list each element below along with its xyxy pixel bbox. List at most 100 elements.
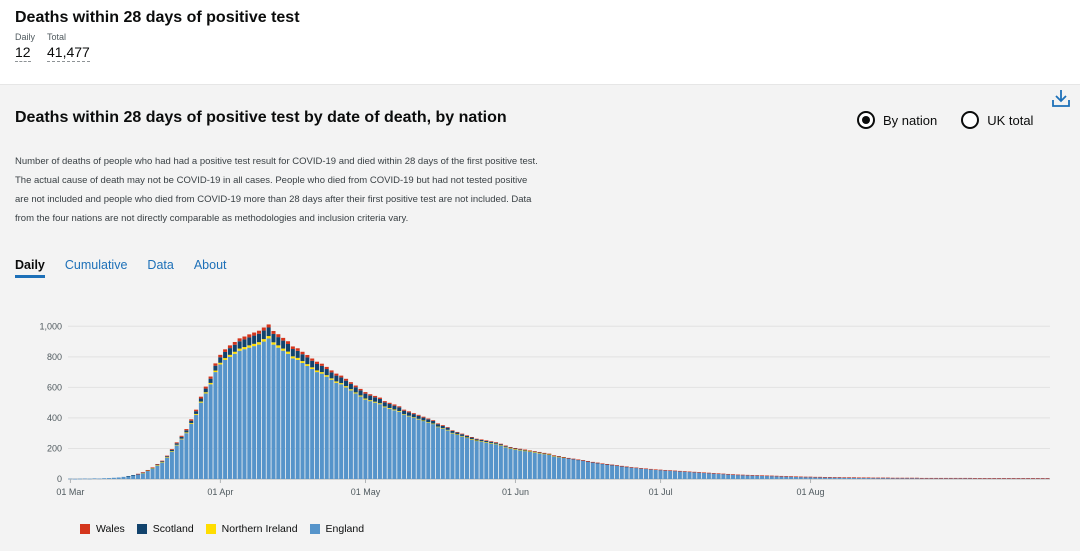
bar-england[interactable] (116, 477, 121, 479)
bar-scotland[interactable] (440, 425, 445, 429)
bar-wales[interactable] (213, 363, 218, 366)
bar-wales[interactable] (416, 414, 421, 416)
bar-northern-ireland[interactable] (145, 470, 150, 472)
bar-wales[interactable] (798, 476, 803, 478)
bar-northern-ireland[interactable] (527, 451, 532, 452)
bar-northern-ireland[interactable] (421, 420, 426, 422)
bar-scotland[interactable] (271, 333, 276, 343)
bar-scotland[interactable] (126, 476, 131, 477)
bar-england[interactable] (189, 424, 194, 479)
bar-wales[interactable] (281, 337, 286, 341)
bar-england[interactable] (556, 456, 561, 479)
bar-wales[interactable] (774, 475, 779, 477)
bar-wales[interactable] (687, 471, 692, 473)
bar-scotland[interactable] (237, 341, 242, 349)
bar-wales[interactable] (958, 477, 963, 479)
bar-wales[interactable] (900, 477, 905, 479)
bar-wales[interactable] (169, 449, 174, 450)
bar-wales[interactable] (914, 477, 919, 479)
legend-item-wales[interactable]: Wales (80, 523, 125, 535)
bar-wales[interactable] (595, 462, 600, 464)
bar-wales[interactable] (363, 392, 368, 394)
bar-england[interactable] (155, 465, 160, 479)
bar-scotland[interactable] (179, 436, 184, 439)
bar-scotland[interactable] (266, 327, 271, 337)
radio-unchecked-icon[interactable] (961, 111, 980, 129)
bar-northern-ireland[interactable] (464, 437, 470, 439)
bar-england[interactable] (218, 364, 223, 479)
bar-england[interactable] (281, 350, 286, 479)
tab-about[interactable]: About (193, 258, 227, 272)
bar-wales[interactable] (605, 464, 610, 465)
bar-england[interactable] (779, 476, 784, 479)
bar-northern-ireland[interactable] (271, 342, 276, 345)
bar-northern-ireland[interactable] (508, 448, 513, 449)
bar-northern-ireland[interactable] (411, 417, 416, 418)
bar-england[interactable] (905, 477, 910, 479)
bar-wales[interactable] (663, 469, 668, 471)
bar-england[interactable] (150, 468, 155, 479)
bar-wales[interactable] (247, 334, 252, 338)
bar-northern-ireland[interactable] (373, 401, 378, 403)
bar-scotland[interactable] (194, 411, 199, 414)
bar-scotland[interactable] (213, 365, 218, 371)
bar-england[interactable] (798, 476, 803, 479)
bar-wales[interactable] (789, 476, 794, 477)
bar-northern-ireland[interactable] (208, 382, 213, 385)
bar-wales[interactable] (827, 477, 832, 478)
bar-northern-ireland[interactable] (435, 426, 440, 428)
bar-england[interactable] (803, 476, 808, 479)
bar-england[interactable] (111, 477, 116, 479)
bar-england[interactable] (571, 459, 576, 479)
bar-england[interactable] (402, 414, 407, 479)
bar-scotland[interactable] (387, 404, 392, 408)
bar-england[interactable] (885, 477, 890, 479)
bar-england[interactable] (682, 471, 687, 479)
bar-wales[interactable] (832, 477, 837, 478)
bar-england[interactable] (697, 472, 702, 479)
bar-england[interactable] (455, 434, 460, 479)
bar-northern-ireland[interactable] (426, 422, 431, 423)
bar-scotland[interactable] (493, 442, 499, 444)
bar-wales[interactable] (537, 451, 542, 453)
bar-wales[interactable] (527, 450, 532, 452)
bar-wales[interactable] (672, 470, 678, 472)
bar-england[interactable] (121, 476, 126, 479)
bar-wales[interactable] (484, 440, 489, 441)
bar-scotland[interactable] (508, 447, 513, 449)
bar-england[interactable] (561, 457, 566, 479)
bar-england[interactable] (856, 477, 861, 479)
bar-northern-ireland[interactable] (150, 468, 155, 469)
bar-wales[interactable] (392, 404, 397, 406)
bar-northern-ireland[interactable] (450, 432, 455, 434)
bar-northern-ireland[interactable] (406, 415, 411, 417)
bar-wales[interactable] (518, 448, 523, 450)
bar-scotland[interactable] (252, 335, 257, 344)
bar-scotland[interactable] (382, 402, 387, 407)
bar-northern-ireland[interactable] (493, 443, 499, 445)
bar-wales[interactable] (348, 382, 353, 384)
bar-england[interactable] (373, 402, 378, 479)
bar-northern-ireland[interactable] (184, 432, 189, 434)
bar-wales[interactable] (556, 456, 561, 457)
bar-england[interactable] (315, 372, 320, 479)
bar-wales[interactable] (305, 354, 310, 358)
bar-northern-ireland[interactable] (503, 446, 508, 448)
bar-scotland[interactable] (256, 333, 261, 343)
bar-england[interactable] (227, 356, 232, 479)
bar-england[interactable] (73, 478, 78, 480)
bar-england[interactable] (755, 475, 760, 479)
bar-northern-ireland[interactable] (474, 440, 479, 442)
bar-wales[interactable] (1016, 478, 1021, 479)
daily-value[interactable]: 12 (15, 44, 31, 62)
bar-england[interactable] (842, 477, 847, 479)
bar-northern-ireland[interactable] (174, 444, 179, 446)
bar-england[interactable] (102, 478, 107, 479)
bar-scotland[interactable] (411, 414, 416, 418)
bar-wales[interactable] (721, 473, 726, 475)
bar-england[interactable] (87, 478, 92, 480)
bar-england[interactable] (271, 344, 276, 479)
bar-england[interactable] (948, 478, 953, 479)
bar-wales[interactable] (155, 464, 160, 465)
bar-wales[interactable] (136, 473, 141, 475)
